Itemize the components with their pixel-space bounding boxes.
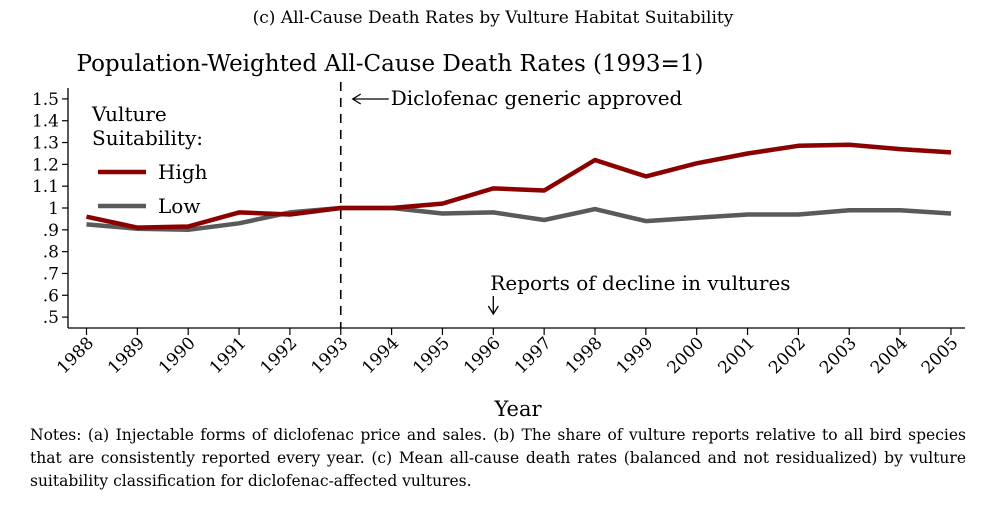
x-tick-label: 2003 xyxy=(816,333,861,378)
x-tick-label: 1992 xyxy=(257,333,302,378)
y-tick-label: 1.1 xyxy=(32,177,59,197)
y-tick-label: .9 xyxy=(43,221,59,241)
figure-caption: (c) All-Cause Death Rates by Vulture Hab… xyxy=(252,8,734,28)
annotation-arrowhead xyxy=(487,305,499,316)
y-tick-label: 1.2 xyxy=(32,155,59,175)
x-tick-label: 1994 xyxy=(358,333,403,378)
chart-title: Population-Weighted All-Cause Death Rate… xyxy=(77,51,704,77)
vulture-decline-label: Reports of decline in vultures xyxy=(490,271,790,295)
legend-label-low: Low xyxy=(158,194,200,218)
x-tick-label: 1995 xyxy=(409,333,454,378)
x-axis-label: Year xyxy=(493,397,542,420)
annotations: Diclofenac generic approved Reports of de… xyxy=(339,82,791,328)
diclofenac-approval-label: Diclofenac generic approved xyxy=(391,86,683,110)
x-tick-label: 1990 xyxy=(155,333,200,378)
x-tick-label: 1993 xyxy=(308,333,353,378)
x-tick-label: 2002 xyxy=(765,333,810,378)
x-tick-label: 2001 xyxy=(714,333,759,378)
x-tick-label: 1999 xyxy=(613,333,658,378)
line-chart: Population-Weighted All-Cause Death Rate… xyxy=(32,51,965,420)
x-tick-label: 1991 xyxy=(206,333,251,378)
x-tick-label: 2000 xyxy=(664,333,709,378)
x-tick-label: 1988 xyxy=(53,333,98,378)
x-tick-label: 1989 xyxy=(104,333,149,378)
y-tick-label: 1.3 xyxy=(32,134,59,154)
y-tick-label: .8 xyxy=(43,243,59,263)
y-tick-label: 1 xyxy=(48,199,59,219)
annotation-arrowhead xyxy=(351,93,362,105)
x-tick-label: 1997 xyxy=(511,333,556,378)
figure-notes: Notes: (a) Injectable forms of diclofena… xyxy=(30,426,966,490)
legend-label-high: High xyxy=(158,160,208,184)
series-line-low xyxy=(86,205,952,233)
x-tick-label: 2005 xyxy=(918,333,963,378)
legend-title-line2: Suitability: xyxy=(92,126,203,150)
x-tick-label: 1996 xyxy=(460,333,505,378)
y-tick-label: .6 xyxy=(43,286,59,306)
y-tick-label: .7 xyxy=(43,264,59,284)
x-tick-label: 2004 xyxy=(867,333,912,378)
y-tick-label: .5 xyxy=(43,308,59,328)
series-lines xyxy=(86,142,952,233)
series-line-high xyxy=(86,142,952,230)
y-tick-label: 1.5 xyxy=(32,90,59,110)
y-tick-label: 1.4 xyxy=(32,112,59,132)
x-tick-label: 1998 xyxy=(562,333,607,378)
legend-title-line1: Vulture xyxy=(91,102,167,126)
